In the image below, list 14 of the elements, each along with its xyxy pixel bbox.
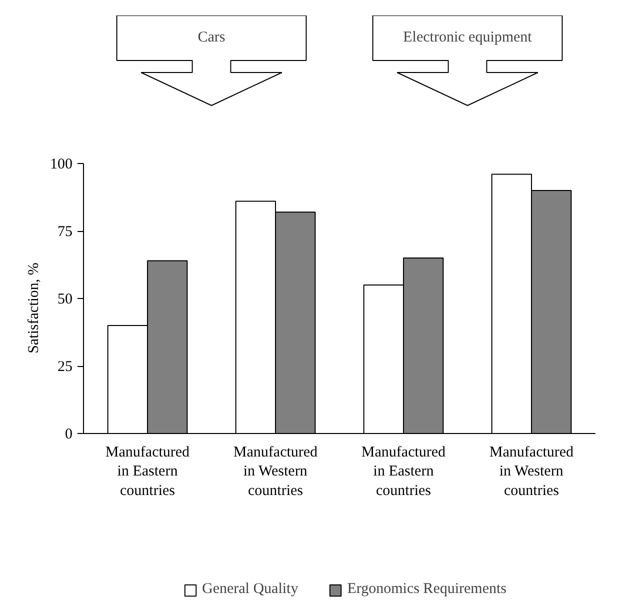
y-tick-label: 75 [58, 224, 72, 240]
y-tick-label: 50 [58, 292, 72, 308]
text: Cars [198, 30, 226, 46]
y-axis-title: Satisfaction, % [26, 262, 42, 354]
x-tick-label: Manufactured in Eastern countries [105, 444, 190, 499]
y-tick-label: 0 [65, 426, 72, 442]
legend-label: Ergonomics Requirements [347, 581, 506, 598]
y-tick-label: 100 [50, 156, 72, 172]
y-tick-label: 25 [58, 359, 72, 375]
x-tick-label: Manufactured in Western countries [489, 444, 574, 499]
x-tick-label: Manufactured in Western countries [233, 444, 318, 499]
text: Electronic equipment [403, 30, 533, 46]
x-tick-label: Manufactured in Eastern countries [361, 444, 446, 499]
legend-label: General Quality [202, 581, 298, 598]
